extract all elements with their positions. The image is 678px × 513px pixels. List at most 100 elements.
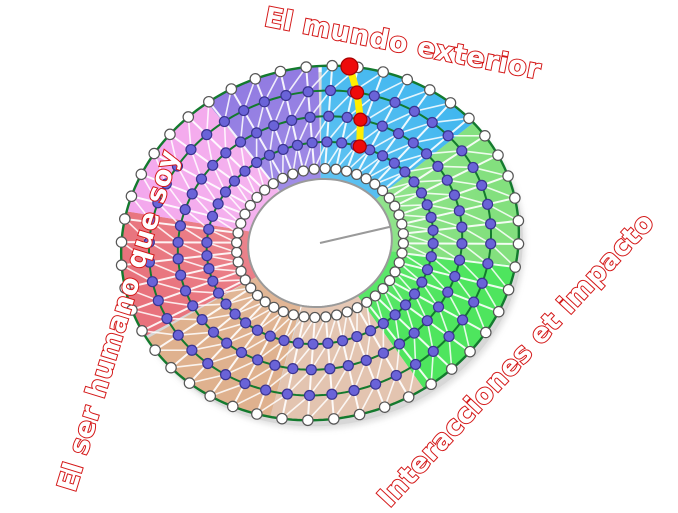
graph-node-blue: [409, 106, 419, 116]
graph-node-blue: [221, 187, 231, 197]
graph-node-white: [252, 192, 262, 202]
graph-node-blue: [305, 390, 315, 400]
graph-node-white: [493, 150, 503, 160]
highlight-node-0: [353, 140, 366, 153]
graph-node-blue: [422, 265, 432, 275]
graph-node-blue: [401, 300, 411, 310]
graph-node-blue: [153, 198, 163, 208]
graph-node-blue: [187, 189, 197, 199]
graph-node-white: [288, 169, 298, 179]
graph-node-white: [426, 379, 436, 389]
graph-node-blue: [241, 318, 251, 328]
graph-node-white: [298, 166, 308, 176]
graph-node-blue: [361, 355, 371, 365]
graph-node-blue: [378, 348, 388, 358]
graph-node-blue: [352, 332, 362, 342]
graph-node-white: [403, 392, 413, 402]
graph-node-white: [354, 409, 364, 419]
graph-node-blue: [433, 161, 443, 171]
graph-node-white: [275, 66, 285, 76]
graph-node-blue: [416, 188, 426, 198]
graph-node-blue: [188, 301, 198, 311]
graph-node-white: [503, 171, 513, 181]
graph-node-white: [226, 84, 236, 94]
graph-node-blue: [208, 276, 218, 286]
graph-node-blue: [390, 97, 400, 107]
graph-node-blue: [279, 335, 289, 345]
graph-node-blue: [173, 330, 183, 340]
graph-node-blue: [308, 339, 318, 349]
graph-node-white: [332, 310, 342, 320]
graph-node-white: [394, 210, 404, 220]
graph-node-white: [149, 148, 159, 158]
graph-node-blue: [204, 224, 214, 234]
graph-node-white: [233, 257, 243, 267]
graph-node-white: [378, 284, 388, 294]
graph-node-blue: [454, 206, 464, 216]
graph-node-blue: [483, 199, 493, 209]
graph-node-blue: [264, 150, 274, 160]
graph-node-blue: [281, 91, 291, 101]
graph-node-white: [327, 61, 337, 71]
graph-node-blue: [180, 205, 190, 215]
graph-node-blue: [203, 358, 213, 368]
graph-node-blue: [378, 151, 388, 161]
graph-node-white: [228, 401, 238, 411]
graph-node-white: [503, 285, 513, 295]
graph-node-blue: [208, 160, 218, 170]
graph-node-blue: [322, 137, 332, 147]
graph-node-blue: [455, 255, 465, 265]
graph-node-blue: [252, 128, 262, 138]
graph-node-blue: [409, 177, 419, 187]
graph-node-blue: [214, 288, 224, 298]
graph-node-blue: [144, 237, 154, 247]
graph-node-blue: [173, 237, 183, 247]
graph-node-blue: [483, 259, 493, 269]
graph-node-white: [321, 312, 331, 322]
graph-node-white: [236, 266, 246, 276]
graph-node-white: [277, 413, 287, 423]
graph-node-white: [252, 409, 262, 419]
graph-node-blue: [187, 345, 197, 355]
graph-node-blue: [371, 379, 381, 389]
graph-node-blue: [221, 370, 231, 380]
graph-node-blue: [349, 385, 359, 395]
graph-node-white: [116, 237, 126, 247]
graph-node-blue: [202, 237, 212, 247]
graph-node-blue: [175, 221, 185, 231]
graph-node-blue: [202, 130, 212, 140]
graph-node-white: [402, 74, 412, 84]
graph-node-white: [233, 228, 243, 238]
graph-node-white: [310, 312, 320, 322]
graph-node-blue: [422, 149, 432, 159]
graph-node-blue: [468, 162, 478, 172]
graph-node-blue: [408, 138, 418, 148]
graph-node-blue: [307, 138, 317, 148]
graph-node-white: [232, 238, 242, 248]
graph-node-blue: [252, 158, 262, 168]
graph-node-blue: [486, 239, 496, 249]
graph-node-white: [120, 214, 130, 224]
graph-node-blue: [457, 222, 467, 232]
graph-node-blue: [443, 287, 453, 297]
graph-node-blue: [287, 115, 297, 125]
graph-node-white: [398, 229, 408, 239]
graph-node-blue: [391, 370, 401, 380]
graph-node-blue: [394, 129, 404, 139]
graph-node-blue: [337, 138, 347, 148]
graph-node-white: [184, 378, 194, 388]
graph-node-blue: [325, 86, 335, 96]
graph-node-blue: [417, 277, 427, 287]
graph-node-white: [465, 346, 475, 356]
graph-node-blue: [221, 299, 231, 309]
graph-node-blue: [428, 225, 438, 235]
graph-node-white: [320, 164, 330, 174]
graph-node-blue: [222, 338, 232, 348]
graph-node-blue: [486, 219, 496, 229]
graph-node-white: [232, 247, 242, 257]
graph-node-white: [397, 248, 407, 258]
graph-node-blue: [196, 174, 206, 184]
graph-node-blue: [229, 176, 239, 186]
graph-node-white: [309, 164, 319, 174]
